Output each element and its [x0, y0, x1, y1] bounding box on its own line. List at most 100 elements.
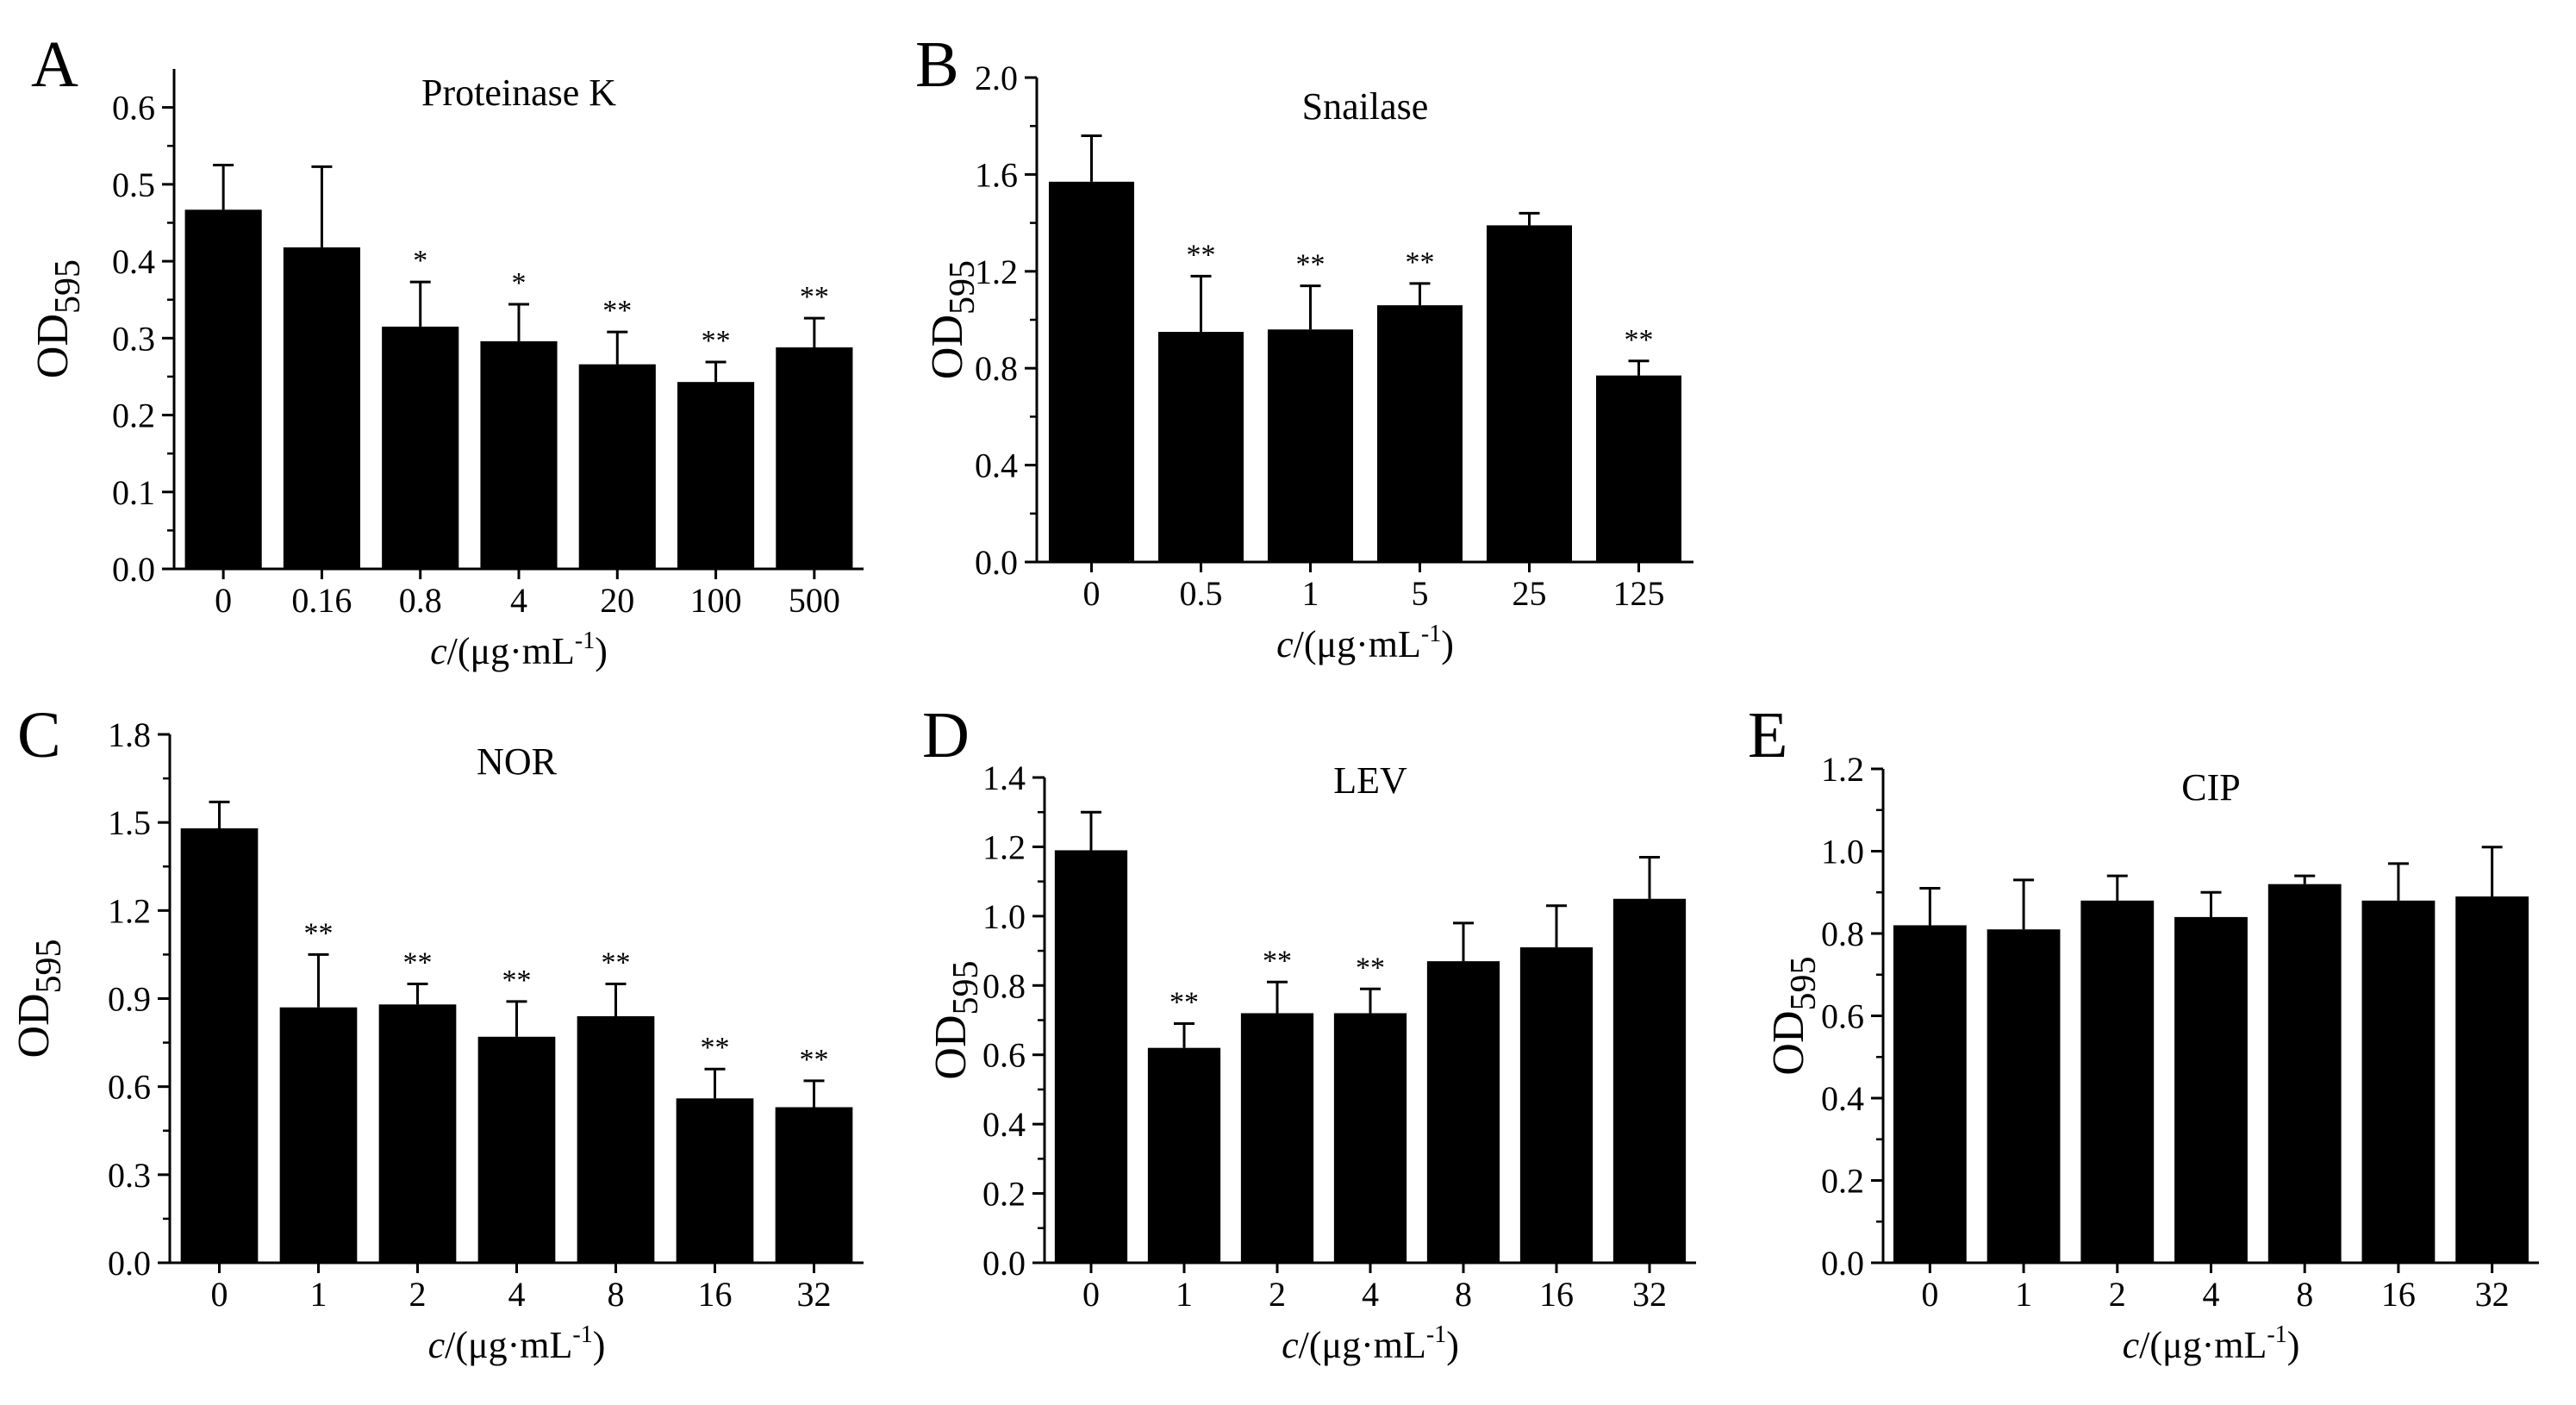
y-tick-label: 0.0 — [1821, 1244, 1864, 1283]
y-label-sub: 595 — [1784, 956, 1824, 1010]
x-label-variable: c — [1276, 623, 1294, 665]
significance-mark: * — [512, 267, 527, 299]
significance-mark: ** — [602, 295, 632, 327]
x-tick-label: 0 — [1083, 574, 1101, 613]
bar — [1426, 961, 1500, 1263]
y-tick-label: 1.2 — [982, 827, 1026, 866]
bar — [1333, 1013, 1407, 1263]
y-tick-label: 0.1 — [112, 473, 155, 512]
y-tick-label: 0.2 — [112, 397, 155, 435]
panel-c: C NOR ** ** ** ** ** ** 0.0 0.3 0.6 0.9 1.2 1.5 1.8 0 1 2… — [9, 699, 864, 1366]
x-label-variable: c — [430, 630, 447, 672]
bar — [676, 1098, 754, 1263]
bar — [1893, 925, 1967, 1263]
x-label-unit: /(μg·mL — [447, 630, 575, 672]
x-axis-label: c/(μg·mL-1) — [428, 1321, 606, 1366]
significance-mark: ** — [800, 1044, 829, 1076]
x-tick-label: 4 — [510, 581, 527, 620]
y-tick-label: 0.0 — [108, 1244, 151, 1283]
x-tick-label: 2 — [409, 1275, 427, 1314]
x-tick-label: 100 — [690, 581, 742, 620]
x-tick-label: 20 — [600, 581, 634, 620]
y-tick-label: 0.8 — [1821, 915, 1864, 953]
x-label-variable: c — [1282, 1324, 1299, 1366]
x-label-close: ) — [593, 1324, 606, 1366]
bar — [1486, 225, 1573, 562]
x-label-exponent: -1 — [2267, 1321, 2286, 1348]
panel-letter: E — [1748, 699, 1787, 771]
significance-mark: * — [413, 245, 427, 277]
x-tick-label: 0.5 — [1180, 574, 1223, 613]
x-tick-label: 0 — [215, 581, 232, 620]
panel-letter: C — [17, 699, 61, 771]
significance-mark: ** — [602, 946, 631, 978]
x-tick-label: 25 — [1513, 574, 1547, 613]
y-tick-label: 0.0 — [975, 543, 1018, 582]
x-tick-label: 8 — [1455, 1275, 1472, 1314]
bar — [1054, 850, 1128, 1263]
bar — [283, 247, 360, 569]
panel-a: A Proteinase K********0.00.10.20.30.40.50… — [28, 28, 864, 672]
x-label-close: ) — [1446, 1324, 1459, 1366]
panel-b: B Snailase ** ** ** ** 0.0 0.4 0.8 1.2 1.6 2.0 0 0.5 1… — [915, 28, 1693, 665]
x-tick-label: 2 — [1269, 1275, 1286, 1314]
y-axis-label: OD595 — [923, 260, 982, 379]
significance-mark: ** — [304, 917, 334, 949]
y-tick-label: 0.0 — [982, 1244, 1026, 1283]
bar — [577, 1015, 655, 1263]
y-tick-label: 1.2 — [108, 891, 151, 930]
significance-mark: ** — [800, 281, 829, 313]
y-tick-label: 1.2 — [1821, 750, 1864, 789]
bar — [184, 209, 262, 570]
y-label-main: OD — [28, 314, 78, 378]
significance-mark: ** — [701, 1032, 730, 1064]
y-tick-label: 0.4 — [982, 1105, 1026, 1144]
significance-mark: ** — [1356, 952, 1385, 984]
x-tick-label: 4 — [1362, 1275, 1379, 1314]
y-tick-label: 1.4 — [982, 759, 1026, 797]
y-tick-label: 0.6 — [108, 1068, 151, 1107]
bar — [776, 347, 853, 569]
bar — [1048, 181, 1135, 562]
x-tick-label: 4 — [508, 1275, 526, 1314]
bar — [279, 1007, 358, 1263]
panel-d: D LEV ** ** ** 0.0 0.2 0.4 0.6 0.8 1.0 1.2 1.4 0 1 2 4 8 1… — [922, 699, 1696, 1366]
x-tick-label: 0 — [1082, 1275, 1100, 1314]
y-tick-label: 0.0 — [112, 550, 155, 589]
x-tick-label: 8 — [608, 1275, 625, 1314]
y-tick-label: 0.2 — [1821, 1162, 1864, 1201]
panel-letter: B — [915, 28, 959, 101]
x-label-exponent: -1 — [572, 1321, 592, 1348]
bar — [1267, 329, 1354, 562]
x-label-exponent: -1 — [1421, 621, 1441, 647]
y-tick-label: 0.3 — [108, 1156, 151, 1195]
bar — [1147, 1047, 1221, 1263]
y-tick-label: 0.4 — [112, 242, 155, 281]
y-tick-label: 1.0 — [982, 897, 1026, 936]
y-axis-label: OD595 — [926, 960, 986, 1079]
x-label-exponent: -1 — [575, 628, 595, 654]
y-label-sub: 595 — [943, 260, 982, 315]
significance-mark: ** — [702, 325, 731, 357]
y-tick-label: 1.2 — [975, 253, 1018, 291]
x-label-close: ) — [595, 630, 608, 672]
x-label-unit: /(μg·mL — [1294, 623, 1421, 665]
y-tick-label: 0.6 — [982, 1036, 1026, 1075]
chart-title: CIP — [2181, 766, 2240, 809]
y-axis-label: OD595 — [28, 259, 88, 378]
significance-mark: ** — [1187, 239, 1216, 271]
x-axis-label: c/(μg·mL-1) — [430, 628, 608, 672]
y-tick-label: 0.8 — [982, 966, 1026, 1005]
y-tick-label: 0.6 — [112, 89, 155, 128]
significance-mark: ** — [1263, 945, 1292, 977]
y-tick-label: 1.0 — [1821, 833, 1864, 871]
significance-mark: ** — [1406, 247, 1435, 278]
y-label-main: OD — [9, 993, 59, 1058]
bar — [2174, 916, 2248, 1263]
y-tick-label: 0.8 — [975, 349, 1018, 388]
y-axis-label: OD595 — [1764, 956, 1824, 1075]
bar — [1157, 332, 1244, 562]
panel-letter: A — [31, 28, 78, 101]
x-tick-label: 1 — [2015, 1275, 2032, 1314]
